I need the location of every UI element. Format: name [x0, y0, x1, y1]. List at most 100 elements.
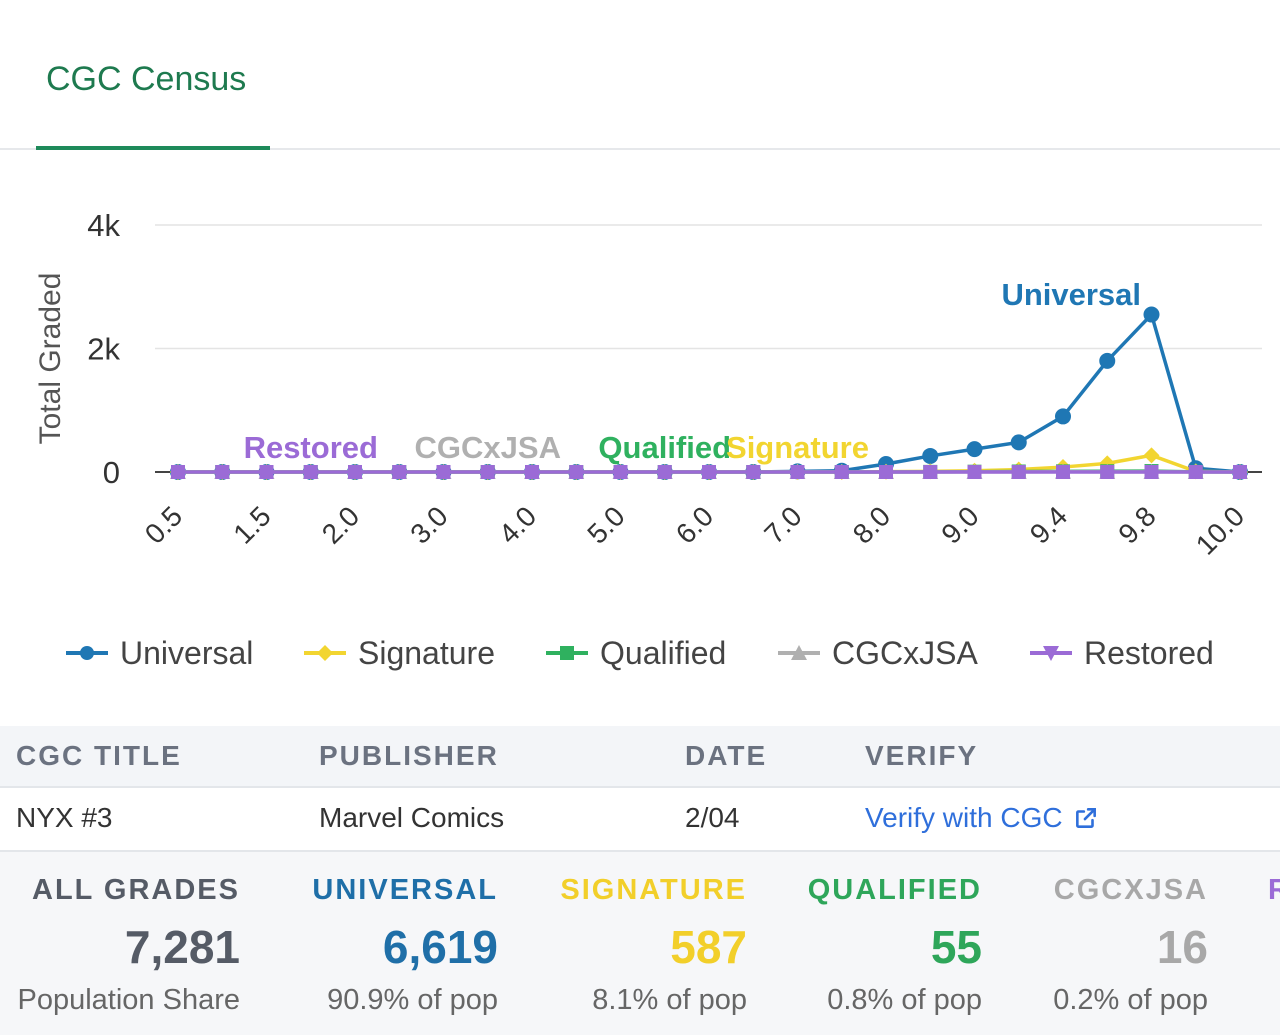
- triangle-marker-icon: [778, 645, 820, 660]
- chart-legend: Universal Signature Qualified CGCxJSA Re…: [0, 628, 1280, 678]
- series-annotation: CGCxJSA: [415, 430, 561, 465]
- legend-item-restored[interactable]: Restored: [1030, 628, 1214, 678]
- data-point: [1056, 465, 1070, 479]
- cell-publisher: Marvel Comics: [319, 802, 505, 833]
- data-point: [392, 465, 407, 479]
- x-tick-label: 9.8: [1112, 500, 1161, 549]
- external-link-icon: [1075, 808, 1096, 828]
- legend-item-cgcxjsa[interactable]: CGCxJSA: [778, 628, 978, 678]
- stat-sub: 90.9% of pop: [327, 984, 498, 1016]
- x-tick-label: 8.0: [847, 500, 896, 549]
- header-publisher: PUBLISHER: [319, 740, 499, 771]
- stat-sub: 0.8% of pop: [827, 984, 982, 1016]
- data-point: [1188, 465, 1203, 479]
- stat-value: 587: [670, 921, 747, 973]
- legend-item-universal[interactable]: Universal: [66, 628, 253, 678]
- x-tick-label: 9.4: [1024, 500, 1073, 549]
- population-stats: ALL GRADES 7,281 Population Share UNIVER…: [0, 852, 1280, 1035]
- x-tick-label: 4.0: [493, 500, 542, 549]
- stat-label: ALL GRADES: [32, 874, 240, 906]
- x-tick-label: 7.0: [758, 500, 807, 549]
- data-point: [923, 465, 938, 479]
- tab-bar: CGC Census: [0, 0, 1280, 150]
- stat-universal: UNIVERSAL 6,619 90.9% of pop: [268, 852, 498, 1035]
- data-point: [657, 465, 672, 479]
- legend-label: Signature: [358, 634, 495, 671]
- data-point: [879, 465, 893, 479]
- stat-sub: 8.1% of pop: [592, 984, 747, 1016]
- data-point: [1143, 306, 1160, 323]
- stat-label: SIGNATURE: [560, 874, 747, 906]
- table-row: NYX #3 Marvel Comics 2/04 Verify with CG…: [0, 788, 1280, 852]
- data-point: [790, 465, 805, 479]
- stat-value: 6,619: [382, 921, 498, 973]
- data-point: [1100, 465, 1115, 479]
- data-point: [613, 465, 628, 479]
- stat-cgcxjsa: CGCXJSA 16 0.2% of pop: [988, 852, 1208, 1035]
- data-point: [922, 447, 939, 464]
- data-point: [1233, 465, 1247, 479]
- x-tick-label: 1.5: [227, 500, 276, 549]
- series-annotation: Qualified: [598, 430, 731, 465]
- stat-signature: SIGNATURE 587 8.1% of pop: [517, 852, 747, 1035]
- triangle-down-marker-icon: [1030, 646, 1072, 661]
- stat-label: UNIVERSAL: [312, 874, 498, 906]
- x-tick-label: 0.5: [139, 500, 188, 549]
- census-chart: Total Graded 0 2k 4k 0.5 1.5 2.0 3.0 4.0 5.0 6.0 7.…: [34, 208, 1262, 561]
- y-tick-label: 0: [103, 455, 120, 490]
- data-point: [967, 465, 982, 479]
- cell-date: 2/04: [685, 802, 740, 833]
- diamond-marker-icon: [304, 645, 346, 661]
- header-date: DATE: [685, 740, 768, 771]
- data-point: [303, 465, 318, 479]
- verify-link-label: Verify with CGC: [865, 802, 1063, 833]
- tab-cgc-census[interactable]: CGC Census: [36, 0, 270, 150]
- circle-marker-icon: [66, 646, 108, 660]
- stat-all-grades: ALL GRADES 7,281 Population Share: [10, 852, 241, 1035]
- table-header: CGC TITLE PUBLISHER DATE VERIFY: [0, 726, 1280, 788]
- data-point: [480, 465, 495, 479]
- series-annotation: Restored: [244, 430, 378, 465]
- data-point: [1143, 447, 1160, 464]
- data-point: [215, 465, 230, 479]
- data-point: [746, 465, 761, 479]
- stat-qualified: QUALIFIED 55 0.8% of pop: [752, 852, 982, 1035]
- stat-restored: R: [1268, 852, 1280, 1035]
- data-point: [569, 465, 584, 479]
- y-tick-label: 2k: [87, 332, 120, 367]
- data-point: [1010, 434, 1027, 451]
- tab-label: CGC Census: [46, 60, 247, 98]
- stat-label: CGCXJSA: [1053, 874, 1208, 906]
- series-annotation: Signature: [726, 430, 869, 465]
- stat-value: 16: [1156, 921, 1208, 973]
- legend-item-qualified[interactable]: Qualified: [546, 628, 726, 678]
- x-tick-label: 10.0: [1190, 500, 1250, 560]
- data-point: [702, 465, 716, 479]
- x-tick-label: 5.0: [581, 500, 630, 549]
- data-point: [1099, 352, 1116, 369]
- header-verify: VERIFY: [865, 740, 979, 771]
- data-point: [834, 465, 849, 479]
- stat-value: 7,281: [124, 921, 240, 973]
- legend-item-signature[interactable]: Signature: [304, 628, 495, 678]
- data-point: [259, 465, 274, 479]
- stat-sub: Population Share: [17, 984, 241, 1016]
- legend-label: CGCxJSA: [832, 634, 978, 671]
- y-axis-title: Total Graded: [34, 273, 67, 445]
- stat-label: R: [1268, 874, 1280, 907]
- stat-value: 55: [930, 921, 982, 973]
- legend-label: Restored: [1084, 634, 1214, 671]
- x-tick-label: 6.0: [670, 500, 719, 549]
- verify-with-cgc-link[interactable]: Verify with CGC: [865, 802, 1099, 834]
- stat-label: QUALIFIED: [807, 874, 982, 906]
- data-point: [171, 465, 185, 479]
- square-marker-icon: [546, 646, 588, 660]
- x-tick-label: 2.0: [316, 500, 365, 549]
- series-annotation: Universal: [1001, 277, 1141, 312]
- data-point: [436, 465, 451, 479]
- data-point: [1055, 408, 1071, 425]
- stat-sub: 0.2% of pop: [1053, 984, 1208, 1016]
- data-point: [525, 465, 539, 479]
- legend-label: Qualified: [600, 634, 727, 671]
- data-point: [966, 441, 983, 458]
